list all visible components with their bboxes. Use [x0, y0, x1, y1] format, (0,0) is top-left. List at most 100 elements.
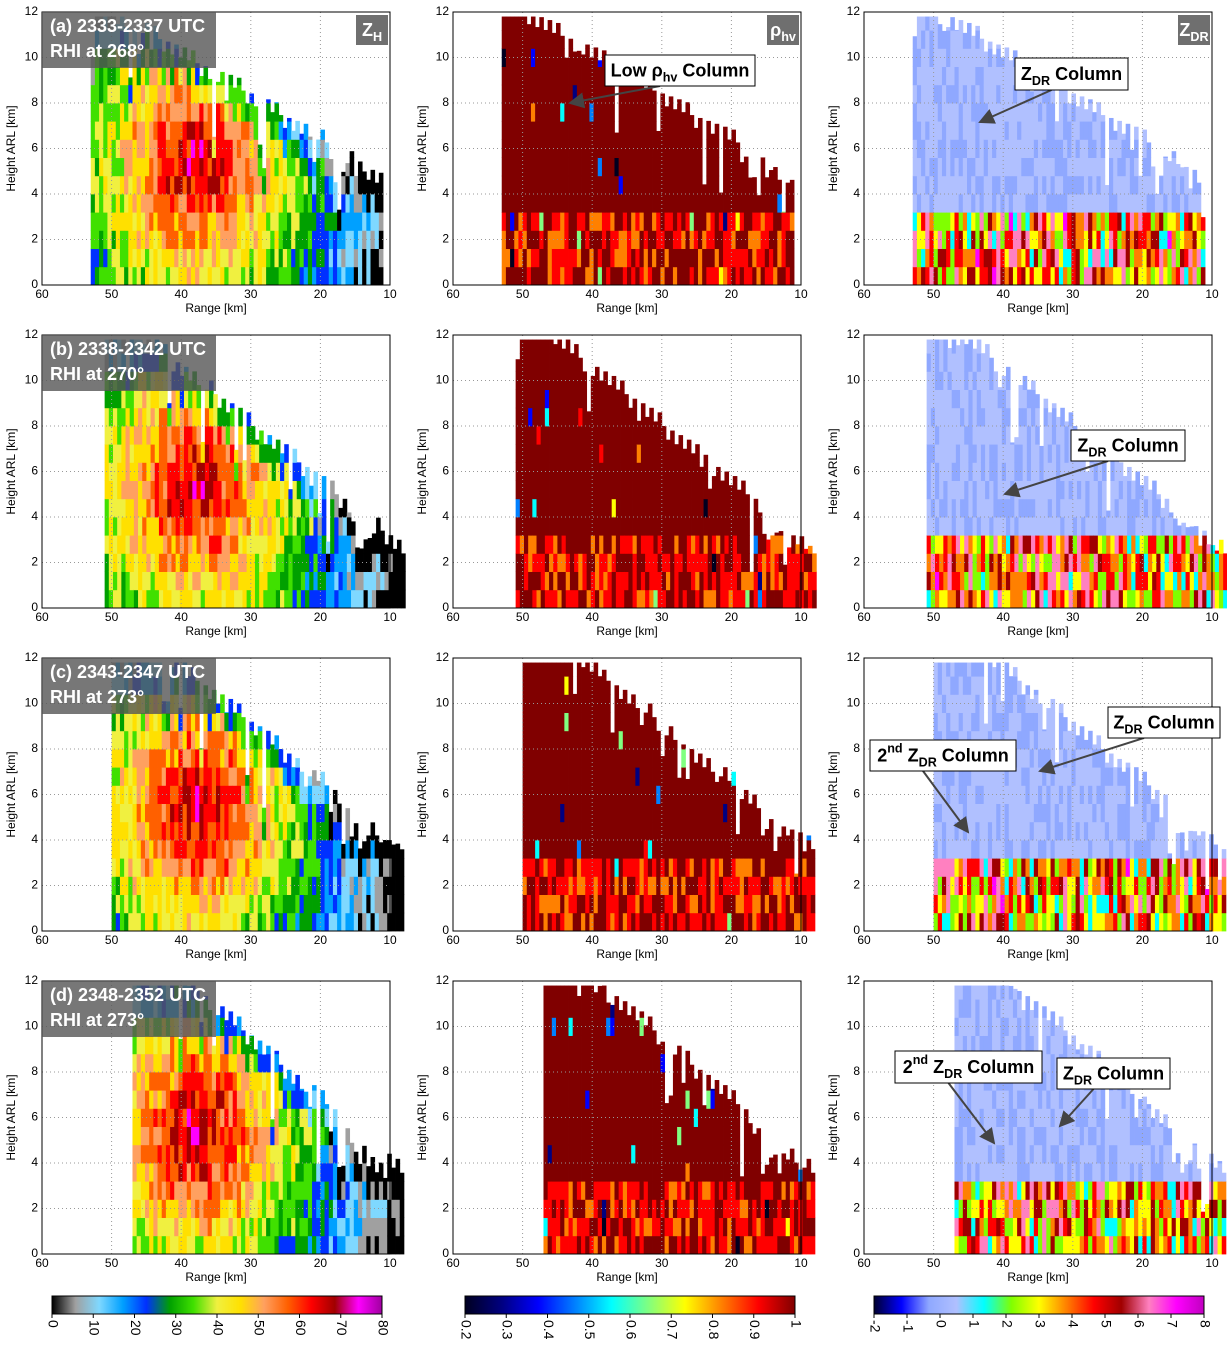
radar-gate [174, 67, 179, 86]
radar-gate [109, 444, 114, 463]
radar-gate [226, 572, 231, 591]
radar-gate [217, 572, 222, 591]
radar-gate [153, 840, 158, 859]
radar-gate [117, 572, 122, 591]
radar-gate [782, 212, 787, 213]
radar-gate [337, 267, 342, 286]
radar-gate [1113, 139, 1118, 158]
radar-gate [535, 249, 540, 268]
radar-gate [117, 426, 122, 445]
radar-gate [935, 481, 940, 500]
radar-gate [1211, 590, 1216, 609]
radar-gate [967, 230, 972, 249]
radar-gate [197, 390, 202, 409]
radar-gate [998, 499, 1003, 518]
radar-gate [130, 444, 135, 463]
radar-gate [578, 371, 583, 390]
radar-gate [263, 462, 268, 481]
radar-gate [351, 521, 356, 535]
radar-gate [99, 85, 104, 104]
radar-gate [959, 249, 964, 268]
radar-gate [577, 249, 582, 268]
radar-gate [641, 444, 646, 463]
radar-gate [1197, 194, 1202, 213]
radar-gate [245, 121, 250, 140]
radar-gate [975, 67, 980, 86]
radar-gate [216, 82, 221, 85]
radar-gate [761, 212, 766, 231]
radar-gate [950, 249, 955, 268]
radar-gate [998, 390, 1003, 409]
radar-gate [556, 67, 561, 86]
radar-gate [105, 572, 110, 591]
radar-gate [1002, 572, 1007, 591]
radar-gate [992, 85, 997, 104]
radar-gate [229, 103, 234, 122]
radar-gate [587, 499, 592, 518]
radar-gate [578, 444, 583, 463]
radar-gate [666, 535, 671, 554]
radar-gate [1055, 158, 1060, 177]
radar-gate [925, 17, 930, 31]
radar-gate [183, 804, 188, 823]
radar-gate [99, 158, 104, 177]
radar-gate [162, 194, 167, 213]
x-tick-label: 10 [383, 610, 397, 624]
radar-gate [1063, 212, 1068, 231]
radar-gate [393, 572, 398, 591]
radar-gate [1027, 481, 1032, 500]
radar-gate [309, 517, 314, 536]
radar-gate [297, 499, 302, 518]
radar-gate [616, 572, 621, 591]
radar-gate [698, 118, 703, 122]
radar-gate [543, 267, 548, 286]
radar-gate [326, 590, 331, 609]
radar-gate [272, 481, 277, 500]
radar-gate [188, 517, 193, 536]
radar-gate [548, 103, 553, 122]
radar-gate [761, 157, 766, 158]
radar-gate [631, 85, 636, 104]
radar-gate [570, 517, 575, 536]
radar-gate [952, 517, 957, 536]
radar-gate [935, 408, 940, 427]
y-tick-label: 12 [25, 327, 39, 341]
radar-gate [564, 103, 569, 122]
radar-gate [1167, 161, 1172, 176]
radar-gate [300, 249, 305, 268]
radar-gate [608, 408, 613, 427]
radar-gate [943, 353, 948, 372]
x-tick-label: 10 [383, 287, 397, 301]
radar-gate [645, 499, 650, 518]
radar-gate [992, 249, 997, 268]
radar-gate [1088, 249, 1093, 268]
radar-gate [259, 444, 264, 463]
radar-gate [163, 444, 168, 463]
radar-gate [1042, 249, 1047, 268]
radar-gate [724, 517, 729, 536]
radar-gate [683, 535, 688, 554]
radar-gate [1186, 535, 1191, 554]
radar-gate [620, 535, 625, 554]
radar-gate [304, 267, 309, 286]
radar-gate [301, 481, 306, 500]
radar-gate [153, 767, 158, 786]
radar-gate [1142, 158, 1147, 177]
radar-gate [137, 913, 142, 932]
radar-gate [773, 267, 778, 286]
radar-gate [180, 499, 185, 518]
radar-gate [1172, 267, 1177, 286]
radar-gate [159, 572, 164, 591]
radar-gate [1094, 499, 1099, 518]
radar-gate [212, 158, 217, 177]
radar-gate [300, 212, 305, 231]
radar-gate [199, 76, 204, 85]
radar-gate [146, 408, 151, 427]
radar-gate [191, 913, 196, 932]
radar-gate [1006, 572, 1011, 591]
radar-gate [120, 85, 125, 104]
radar-gate [201, 590, 206, 609]
radar-gate [531, 267, 536, 286]
radar-gate [107, 67, 112, 86]
radar-gate [1092, 112, 1097, 121]
